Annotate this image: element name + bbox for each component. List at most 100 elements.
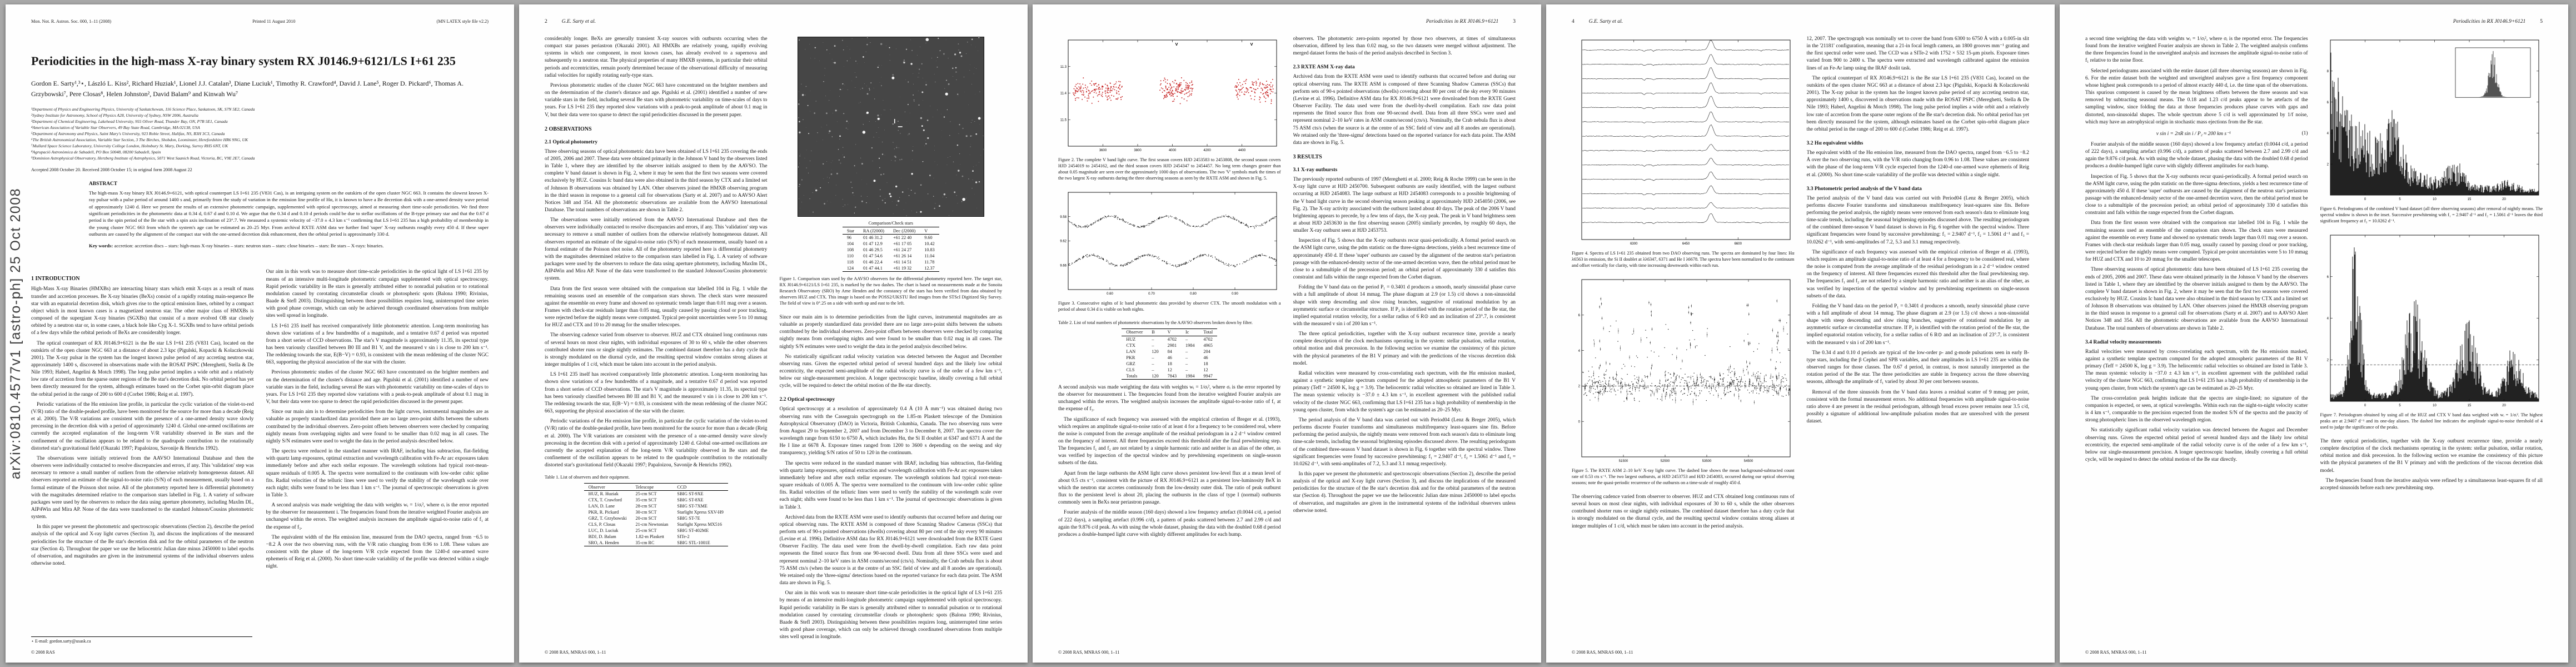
svg-text:4400: 4400 xyxy=(1238,149,1246,152)
equation-number: (1) xyxy=(2301,131,2308,137)
table-cell: 110 xyxy=(846,253,854,258)
abstract-heading: ABSTRACT xyxy=(89,181,118,187)
table-column-header: Ic xyxy=(1181,328,1199,336)
table-cell: +61 24 27 xyxy=(893,247,912,252)
running-head: Periodicities in RX J0146.9+6121 5 xyxy=(2085,19,2543,24)
body-paragraph: The significance of each frequency was a… xyxy=(1058,416,1281,466)
svg-text:4200: 4200 xyxy=(1203,149,1211,152)
figure-2-caption: Figure 2. The complete V band light curv… xyxy=(1058,157,1281,181)
table-cell: 12 xyxy=(1203,367,1208,372)
table-row: 118 01 46 22.4 +61 14 51 11.78 xyxy=(843,259,939,265)
table-cell: 01 47 12.9 xyxy=(863,241,883,246)
figure-5-caption: Figure 5. The RXTE ASM 2–10 keV X-ray li… xyxy=(1572,467,1795,485)
svg-text:9.58: 9.58 xyxy=(1060,216,1067,219)
figure-4-caption: Figure 4. Spectra of LS I+61 235 obtaine… xyxy=(1572,251,1795,268)
table-cell: – xyxy=(1152,355,1154,360)
table-cell: +61 19 32 xyxy=(893,266,912,271)
page-5: Periodicities in RX J0146.9+6121 5 a sec… xyxy=(2060,4,2568,663)
body-paragraph: The equivalent width of the Hα emission … xyxy=(1806,150,2030,178)
history-line: Accepted 2008 October 20. Received 2008 … xyxy=(31,167,192,173)
body-paragraph: The observing cadence varied from observ… xyxy=(1572,494,1795,529)
table-cell: – xyxy=(1185,349,1188,354)
svg-text:6300: 6300 xyxy=(1630,242,1638,246)
two-column-body: 1 INTRODUCTION High-Mass X-ray Binaries … xyxy=(31,268,489,640)
page-footer: © 2008 RAS, MNRAS 000, 1–11 xyxy=(545,650,606,655)
list-item: ⁵Department of Astronomy and Physics, Sa… xyxy=(31,131,225,137)
running-title: Periodicities in RX J0146.9+6121 xyxy=(1426,19,1499,24)
body-paragraph: Data from the first season were obtained… xyxy=(2085,220,2308,263)
body-paragraph: The observations were initially retrieve… xyxy=(545,217,768,282)
svg-text:10: 10 xyxy=(2433,404,2437,407)
table-column-header: Observer xyxy=(584,483,631,491)
page-footer: © 2008 RAS, MNRAS 000, 1–11 xyxy=(2085,650,2147,655)
body-paragraph: The spectra were reduced in the standard… xyxy=(266,449,489,498)
body-paragraph: The three optical periodicities, togethe… xyxy=(2320,438,2543,474)
table-cell: 204 xyxy=(1203,349,1210,354)
table-cell: CTX, T. Crawford xyxy=(588,497,622,503)
table-cell: 46 xyxy=(1167,355,1172,360)
journal-reference: Mon. Not. R. Astron. Soc. 000, 1–11 (200… xyxy=(31,19,112,24)
table-row: HUZ – 4702 – 4702 xyxy=(1122,336,1217,342)
running-head: Periodicities in RX J0146.9+6121 3 xyxy=(1058,19,1516,24)
page-1: Mon. Not. R. Astron. Soc. 000, 1–11 (200… xyxy=(6,4,514,663)
table-cell: 4965 xyxy=(1203,342,1213,348)
svg-text:6: 6 xyxy=(2326,276,2329,279)
table-cell: – xyxy=(1152,367,1154,372)
figure-3-caption: Figure 3. Consecutive nights of Ic band … xyxy=(1058,300,1281,312)
table-cell: SRO, A. Henden xyxy=(588,540,619,546)
body-paragraph: Inspection of Fig. 5 shows that the X-ra… xyxy=(2085,173,2308,216)
body-paragraph: Three observing seasons of optical photo… xyxy=(2085,267,2308,331)
table-cell: 28-cm SCT xyxy=(635,504,657,509)
table-row: CLS – 12 – 12 xyxy=(1122,367,1217,373)
svg-text:5: 5 xyxy=(2399,198,2401,201)
subsection-heading-xray-outbursts: 3.1 X-ray outbursts xyxy=(1293,167,1338,173)
table-cell: 124 xyxy=(846,266,854,271)
svg-text:2: 2 xyxy=(1578,385,1581,389)
left-column: 6300 6450 6600 Figure 4. Spectra of LS I+6… xyxy=(1572,36,1795,640)
svg-text:V: V xyxy=(1250,42,1253,47)
asm-svg: 51500 52500 53500 54500 0 2 4 6 xyxy=(1578,279,1791,463)
table-cell: 10.42 xyxy=(924,241,935,246)
table-column-header: Observer xyxy=(1122,328,1148,336)
table-cell: 96 xyxy=(846,235,851,240)
observers-table: Observer Telescope CCD HUZ, R. Huziak 25-cm … xyxy=(545,483,768,547)
body-paragraph: Periodic variations of the Hα emission l… xyxy=(545,419,768,469)
body-paragraph: Periodic variations of the Hα emission l… xyxy=(31,401,254,451)
svg-text:54500: 54500 xyxy=(1744,460,1753,463)
svg-text:52500: 52500 xyxy=(1661,460,1670,463)
equation: v sin i = 2πR sin i / P₂ ≈ 200 km s⁻¹ (1… xyxy=(2085,131,2308,137)
table-row: CTX, T. Crawford 35-cm SCT SBIG ST-8XE xyxy=(584,497,728,503)
table-cell: Starlight Xpress SXV-H9 xyxy=(677,510,724,515)
body-paragraph: LS I+61 235 itself has received comparat… xyxy=(266,323,489,366)
table-cell: 11.04 xyxy=(924,253,935,258)
body-paragraph: Archived data from the RXTE ASM were use… xyxy=(1293,74,1516,146)
figure-3-ic-band-light-curve: 0.60 0.70 0.80 0.90 9.66 9.62 9.58 xyxy=(1058,189,1281,298)
table-cell: LUC, D. Luciuk xyxy=(588,528,619,534)
body-paragraph: Our aim in this work was to measure shor… xyxy=(779,590,1003,640)
two-column-body: 3600 3800 4000 4200 4400 11.5 11.4 11.3 V V Figur… xyxy=(1058,36,1516,640)
table-cell: 84 xyxy=(1167,349,1172,354)
figure-1-caption: Figure 1. Comparison stars used by the A… xyxy=(779,276,1003,306)
table-cell: – xyxy=(1152,361,1154,366)
table-cell: 18 xyxy=(1167,361,1172,366)
table-cell: – xyxy=(1152,342,1154,348)
lc_dense-svg: 0.60 0.70 0.80 0.90 9.66 9.62 9.58 xyxy=(1060,192,1277,296)
svg-text:10: 10 xyxy=(2433,198,2437,201)
power_b-svg: 0 5 10 15 20 2 4 6 xyxy=(2326,235,2539,407)
data-table: Star RA (J2000) Dec (J2000) V 96 01 46 31.2 +6… xyxy=(842,227,939,272)
body-paragraph: Removal of the three sinusoids from the … xyxy=(1806,389,2030,425)
keywords-text: accretion: accretion discs – stars: high… xyxy=(114,243,384,249)
table-cell: +61 14 51 xyxy=(893,260,912,265)
running-head: 2 G.E. Sarty et al. xyxy=(545,19,1002,24)
data-table: Observer Telescope CCD HUZ, R. Huziak 25-cm … xyxy=(584,483,728,547)
body-paragraph: Fourier analysis of the middle season (1… xyxy=(1058,510,1281,537)
table-cell: 01 47 44.1 xyxy=(863,266,883,271)
table-cell: 9.60 xyxy=(924,235,933,240)
table-cell: 120 xyxy=(1152,349,1159,354)
left-column: 1 INTRODUCTION High-Mass X-ray Binaries … xyxy=(31,268,254,640)
table-cell: SBIG STL-1001E xyxy=(677,540,710,546)
page-4: 4 G.E. Sarty et al. 6300 6450 6600 Figure … xyxy=(1546,4,2055,663)
table-cell: 21-cm Newtonian xyxy=(635,522,669,527)
table-column-header: B xyxy=(1147,328,1163,336)
table-cell: +61 26 14 xyxy=(893,253,912,258)
